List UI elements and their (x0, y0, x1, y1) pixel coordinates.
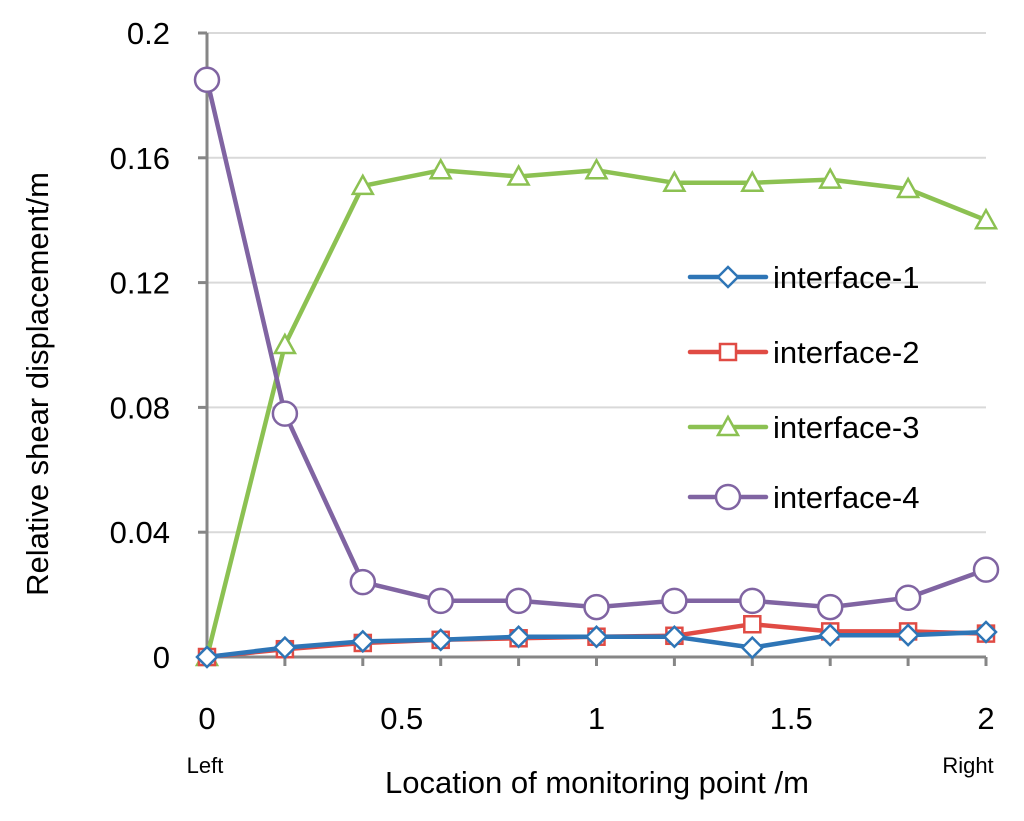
data-point-interface-3 (506, 163, 531, 186)
legend-label: interface-1 (773, 260, 919, 295)
data-point-interface-1 (896, 623, 920, 647)
x-tick-label: 1 (588, 701, 605, 736)
legend-label: interface-3 (773, 410, 919, 445)
data-point-interface-4 (816, 593, 844, 621)
data-point-interface-3 (662, 170, 687, 193)
data-point-interface-2 (743, 614, 762, 634)
data-point-interface-4 (193, 66, 221, 94)
data-point-interface-1 (506, 624, 531, 649)
data-point-interface-4 (427, 587, 454, 615)
data-point-interface-3 (818, 167, 843, 189)
data-point-interface-1 (662, 624, 687, 649)
x-end-label-right: Right (942, 753, 993, 778)
x-end-label-left: Left (187, 753, 224, 778)
legend-entry-interface-2: interface-2 (687, 335, 919, 370)
y-axis-title: Relative shear displacement/m (20, 172, 55, 596)
y-tick-label: 0.12 (110, 266, 170, 301)
gridlines (207, 32, 986, 534)
tick-labels: 0 0.04 0.08 0.12 0.16 0.2 0 0.5 1 1.5 2 (110, 16, 995, 736)
x-tick-label: 1.5 (770, 701, 813, 736)
data-point-interface-3 (584, 157, 609, 180)
y-tick-label: 0.16 (110, 141, 170, 176)
x-tick-label: 0.5 (380, 701, 423, 736)
y-tick-label: 0.04 (110, 515, 170, 550)
legend: interface-1 interface-2 interface-3 interfa… (687, 260, 919, 515)
data-point-interface-3 (973, 207, 999, 230)
legend-marker-interface-4 (714, 483, 742, 511)
data-point-interface-1 (273, 635, 297, 660)
data-point-interface-4 (661, 587, 688, 615)
data-point-interface-1 (818, 623, 842, 647)
series-interface-4 (193, 66, 1000, 621)
data-point-interface-3 (740, 170, 765, 193)
legend-entry-interface-4: interface-4 (687, 480, 919, 515)
data-point-interface-4 (894, 584, 922, 611)
x-tick-label: 2 (977, 701, 994, 736)
legend-marker-interface-2 (718, 342, 738, 362)
data-point-interface-4 (505, 587, 532, 615)
data-point-interface-1 (428, 628, 453, 652)
series-interface-1 (195, 620, 998, 669)
legend-label: interface-4 (773, 480, 919, 515)
data-point-interface-4 (739, 587, 766, 615)
legend-marker-interface-1 (716, 265, 740, 289)
data-point-interface-1 (195, 645, 219, 669)
data-point-interface-1 (351, 629, 375, 654)
legend-label: interface-2 (773, 335, 919, 370)
y-tick-label: 0 (153, 640, 170, 675)
legend-entry-interface-1: interface-1 (687, 260, 919, 295)
data-point-interface-4 (972, 556, 1000, 583)
x-axis-title: Location of monitoring point /m (385, 765, 809, 800)
data-point-interface-4 (271, 400, 299, 427)
data-point-interface-3 (350, 173, 375, 196)
data-point-interface-3 (895, 176, 921, 199)
data-point-interface-1 (740, 635, 765, 660)
y-tick-label: 0.2 (127, 16, 170, 51)
data-point-interface-1 (584, 624, 609, 649)
data-point-interface-4 (349, 568, 377, 596)
data-point-interface-3 (428, 157, 453, 180)
data-point-interface-1 (974, 620, 998, 644)
legend-marker-interface-3 (715, 414, 741, 437)
data-point-interface-3 (272, 332, 298, 355)
data-point-interface-4 (583, 593, 610, 621)
y-tick-label: 0.08 (110, 390, 170, 425)
series-interface-3 (194, 157, 999, 667)
legend-entry-interface-3: interface-3 (687, 410, 919, 445)
series-layer (193, 66, 1000, 669)
x-tick-label: 0 (198, 701, 215, 736)
